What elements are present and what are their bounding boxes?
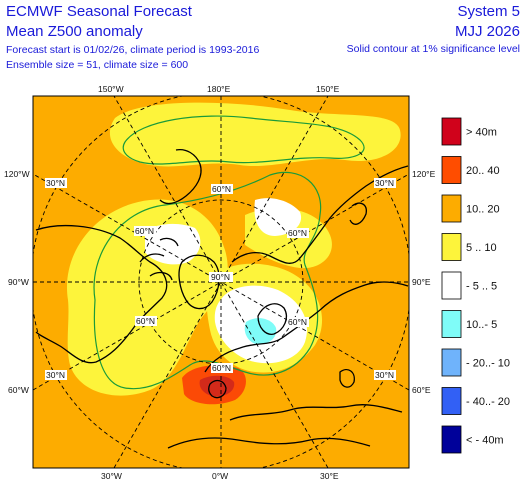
coast-scandinavia [257, 303, 288, 335]
legend-swatch [441, 117, 462, 146]
map-frame [32, 95, 410, 469]
coast-siberia [231, 165, 409, 264]
label-60n-lowerleft: 60°N [136, 316, 155, 326]
outer-tick-labels: 150°W 180°E 150°E 30°W 0°W 30°E 120°W 90… [4, 84, 436, 481]
tick-top-150e: 150°E [316, 84, 340, 94]
color-legend: > 40m 20.. 40 10.. 20 5 .. 10 - 5 .. 5 10..- … [441, 117, 510, 454]
white-region-siberia [254, 198, 302, 236]
contour-main [93, 171, 322, 390]
significance-note: Solid contour at 1% significance level [346, 43, 520, 55]
tick-right-120e: 120°E [412, 169, 436, 179]
tick-left-60w: 60°W [8, 385, 29, 395]
legend-swatch [441, 233, 462, 261]
legend-label: 10.. 20 [466, 204, 500, 216]
tick-right-90e: 90°E [412, 277, 431, 287]
season-label: MJJ 2026 [454, 23, 520, 40]
subtitle: Mean Z500 anomaly [6, 23, 143, 40]
tick-bottom-30e: 30°E [320, 471, 339, 481]
label-60n-left: 60°N [135, 226, 154, 236]
coast-mediterranean [229, 404, 403, 421]
legend-swatch [441, 425, 462, 454]
tick-bottom-0w: 0°W [212, 471, 228, 481]
meridian-30e-150w [113, 96, 329, 468]
tick-left-120w: 120°W [4, 169, 30, 179]
coast-canadian-arctic [139, 237, 179, 281]
label-30n-ur: 30°N [375, 178, 394, 188]
legend-label: 5 .. 10 [466, 242, 497, 254]
legend-label: - 40..- 20 [466, 396, 510, 408]
legend-swatch [441, 387, 462, 415]
coast-greenland [178, 254, 220, 310]
legend-label: > 40m [466, 127, 497, 139]
label-90n: 90°N [211, 272, 230, 282]
legend-label: - 5 .. 5 [466, 281, 497, 293]
label-60n-top: 60°N [212, 184, 231, 194]
meridian-30w-150e [113, 96, 329, 468]
tick-bottom-30w: 30°W [101, 471, 122, 481]
tick-top-180e: 180°E [207, 84, 231, 94]
contour-top [122, 115, 365, 165]
label-60n-right: 60°N [288, 228, 307, 238]
tick-top-150w: 150°W [98, 84, 124, 94]
label-30n-ll: 30°N [46, 370, 65, 380]
coast-uk [208, 379, 227, 399]
map-field: 60°N 60°N 60°N 60°N 60°N 60°N 90°N 30°N … [33, 96, 409, 468]
legend-swatch [441, 271, 462, 300]
coast-japan [349, 202, 367, 225]
meridian-60w-120e [33, 173, 409, 391]
forecast-info: Forecast start is 01/02/26, climate peri… [6, 44, 260, 56]
label-30n-ul: 30°N [46, 178, 65, 188]
tick-left-90w: 90°W [8, 277, 29, 287]
ensemble-info: Ensemble size = 51, climate size = 600 [6, 59, 189, 71]
legend-swatch [441, 348, 462, 377]
system-label: System 5 [457, 3, 520, 20]
meridian-60e-120w [33, 173, 409, 391]
coastlines [35, 148, 409, 449]
coast-africa [167, 437, 371, 449]
legend-swatch [441, 194, 462, 223]
tick-right-60e: 60°E [412, 385, 431, 395]
legend-swatch [441, 156, 462, 184]
title: ECMWF Seasonal Forecast [6, 3, 192, 20]
legend-swatch [441, 310, 462, 338]
coast-alaska [159, 148, 202, 205]
legend-label: - 20..- 10 [466, 358, 510, 370]
significance-contours [93, 115, 365, 390]
legend-label: 20.. 40 [466, 165, 500, 177]
label-60n-lowerright: 60°N [288, 317, 307, 327]
legend-label: < - 40m [466, 435, 504, 447]
legend-label: 10..- 5 [466, 319, 497, 331]
graticule-labels: 60°N 60°N 60°N 60°N 60°N 60°N 90°N 30°N … [45, 178, 396, 380]
label-30n-lr: 30°N [375, 370, 394, 380]
label-60n-bottom: 60°N [212, 363, 231, 373]
coast-caspian [339, 368, 355, 388]
coast-north-america [35, 224, 168, 364]
